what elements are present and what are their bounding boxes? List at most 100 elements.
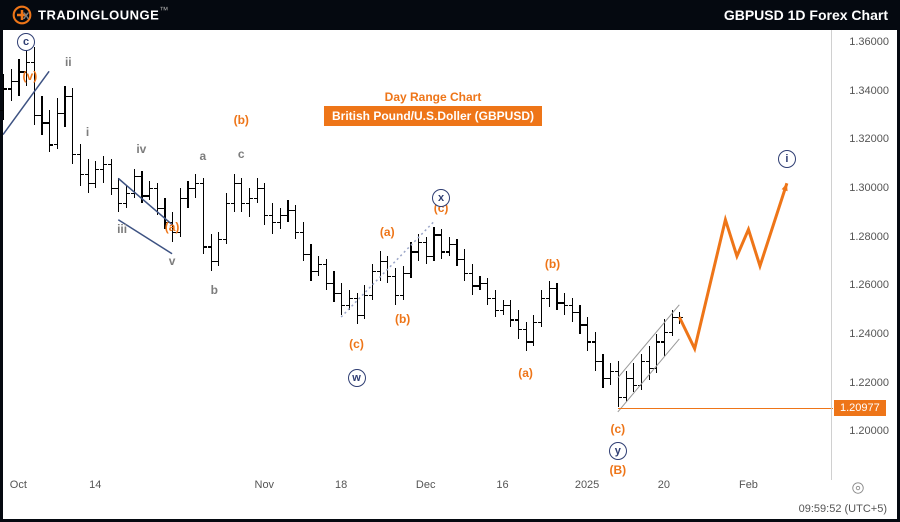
ohlc-bar: [472, 264, 473, 296]
ohlc-bar: [218, 232, 219, 266]
ohlc-bar: [3, 74, 4, 120]
y-tick-label: 1.30000: [849, 182, 889, 194]
y-tick-label: 1.24000: [849, 328, 889, 340]
ohlc-bar: [195, 174, 196, 198]
ohlc-bar: [157, 183, 158, 215]
ohlc-bar: [495, 290, 496, 317]
ohlc-bar: [510, 300, 511, 327]
ohlc-bar: [241, 178, 242, 212]
ohlc-bar: [118, 178, 119, 212]
y-tick-label: 1.26000: [849, 279, 889, 291]
ohlc-bar: [549, 281, 550, 308]
ohlc-bar: [649, 346, 650, 380]
ohlc-bar: [503, 300, 504, 315]
x-tick-label: Feb: [739, 479, 758, 491]
ohlc-bar: [641, 354, 642, 390]
ohlc-bar: [487, 278, 488, 305]
ohlc-bar: [57, 98, 58, 149]
y-tick-label: 1.28000: [849, 231, 889, 243]
x-tick-label: 14: [89, 479, 101, 491]
ohlc-bar: [333, 271, 334, 303]
elliott-label-gray: iii: [117, 222, 127, 236]
price-tag: 1.20977: [834, 400, 886, 416]
ohlc-bar: [257, 178, 258, 202]
x-tick-label: 2025: [575, 479, 599, 491]
elliott-label-gray: b: [211, 283, 218, 297]
gear-icon[interactable]: [851, 481, 865, 495]
y-tick-label: 1.22000: [849, 377, 889, 389]
ohlc-bar: [95, 161, 96, 188]
ohlc-bar: [664, 319, 665, 355]
x-tick-label: Oct: [10, 479, 27, 491]
ohlc-bar: [672, 310, 673, 337]
elliott-label-circle: x: [432, 189, 450, 207]
chart-title: GBPUSD 1D Forex Chart: [724, 7, 888, 23]
timestamp: 09:59:52 (UTC+5): [799, 503, 887, 515]
ohlc-bar: [633, 363, 634, 392]
ohlc-bar: [610, 363, 611, 385]
x-tick-label: Nov: [255, 479, 275, 491]
elliott-label-gray: v: [169, 254, 176, 268]
ohlc-bar: [141, 171, 142, 203]
ohlc-bar: [679, 312, 680, 324]
ohlc-bar: [403, 266, 404, 300]
elliott-label-orange: (B): [609, 463, 626, 477]
elliott-label-gray: i: [86, 125, 89, 139]
elliott-label-orange: (v): [23, 69, 38, 83]
elliott-label-orange: (c): [349, 337, 364, 351]
elliott-label-circle: i: [778, 150, 796, 168]
ohlc-bar: [656, 334, 657, 373]
ohlc-bar: [387, 256, 388, 283]
elliott-label-orange: (b): [234, 113, 249, 127]
ohlc-bar: [134, 169, 135, 198]
ohlc-bar: [380, 251, 381, 280]
ohlc-bar: [441, 229, 442, 258]
x-tick-label: 16: [496, 479, 508, 491]
elliott-label-gray: a: [199, 149, 206, 163]
price-line: [618, 408, 833, 410]
ohlc-bar: [272, 203, 273, 235]
ohlc-bar: [395, 268, 396, 304]
ohlc-bar: [249, 188, 250, 217]
elliott-label-gray: c: [238, 147, 245, 161]
elliott-label-orange: (a): [380, 225, 395, 239]
ohlc-bar: [357, 293, 358, 325]
ohlc-bar: [602, 354, 603, 388]
elliott-label-orange: (b): [545, 257, 560, 271]
x-tick-label: 18: [335, 479, 347, 491]
elliott-label-orange: (a): [518, 366, 533, 380]
ohlc-bar: [234, 174, 235, 213]
ohlc-bar: [449, 237, 450, 256]
subtitle-line-1: Day Range Chart: [385, 90, 482, 104]
ohlc-bar: [187, 181, 188, 208]
ohlc-bar: [287, 200, 288, 222]
y-axis: 1.200001.220001.240001.260001.280001.300…: [831, 30, 897, 480]
ohlc-bar: [264, 183, 265, 224]
ohlc-bar: [479, 276, 480, 291]
ohlc-bar: [579, 305, 580, 334]
ohlc-bar: [533, 315, 534, 347]
ohlc-bar: [303, 222, 304, 261]
ohlc-bar: [203, 178, 204, 253]
x-axis: Oct14Nov18Dec16202520Feb: [3, 479, 833, 497]
elliott-label-circle: w: [348, 369, 366, 387]
ohlc-bar: [310, 244, 311, 280]
ohlc-bar: [626, 371, 627, 403]
y-tick-label: 1.36000: [849, 36, 889, 48]
elliott-label-orange: (a): [165, 220, 180, 234]
ohlc-bar: [464, 249, 465, 281]
ohlc-bar: [149, 181, 150, 200]
elliott-label-orange: (b): [395, 312, 410, 326]
ohlc-bar: [111, 159, 112, 195]
x-tick-label: 20: [658, 479, 670, 491]
ohlc-bar: [41, 96, 42, 135]
ohlc-bar: [526, 322, 527, 351]
ohlc-bar: [72, 88, 73, 163]
ohlc-bar: [418, 234, 419, 261]
ohlc-bar: [11, 69, 12, 101]
y-tick-label: 1.34000: [849, 85, 889, 97]
ohlc-bar: [572, 298, 573, 322]
ohlc-bar: [410, 242, 411, 278]
ohlc-bar: [318, 256, 319, 275]
ohlc-bar: [88, 159, 89, 193]
